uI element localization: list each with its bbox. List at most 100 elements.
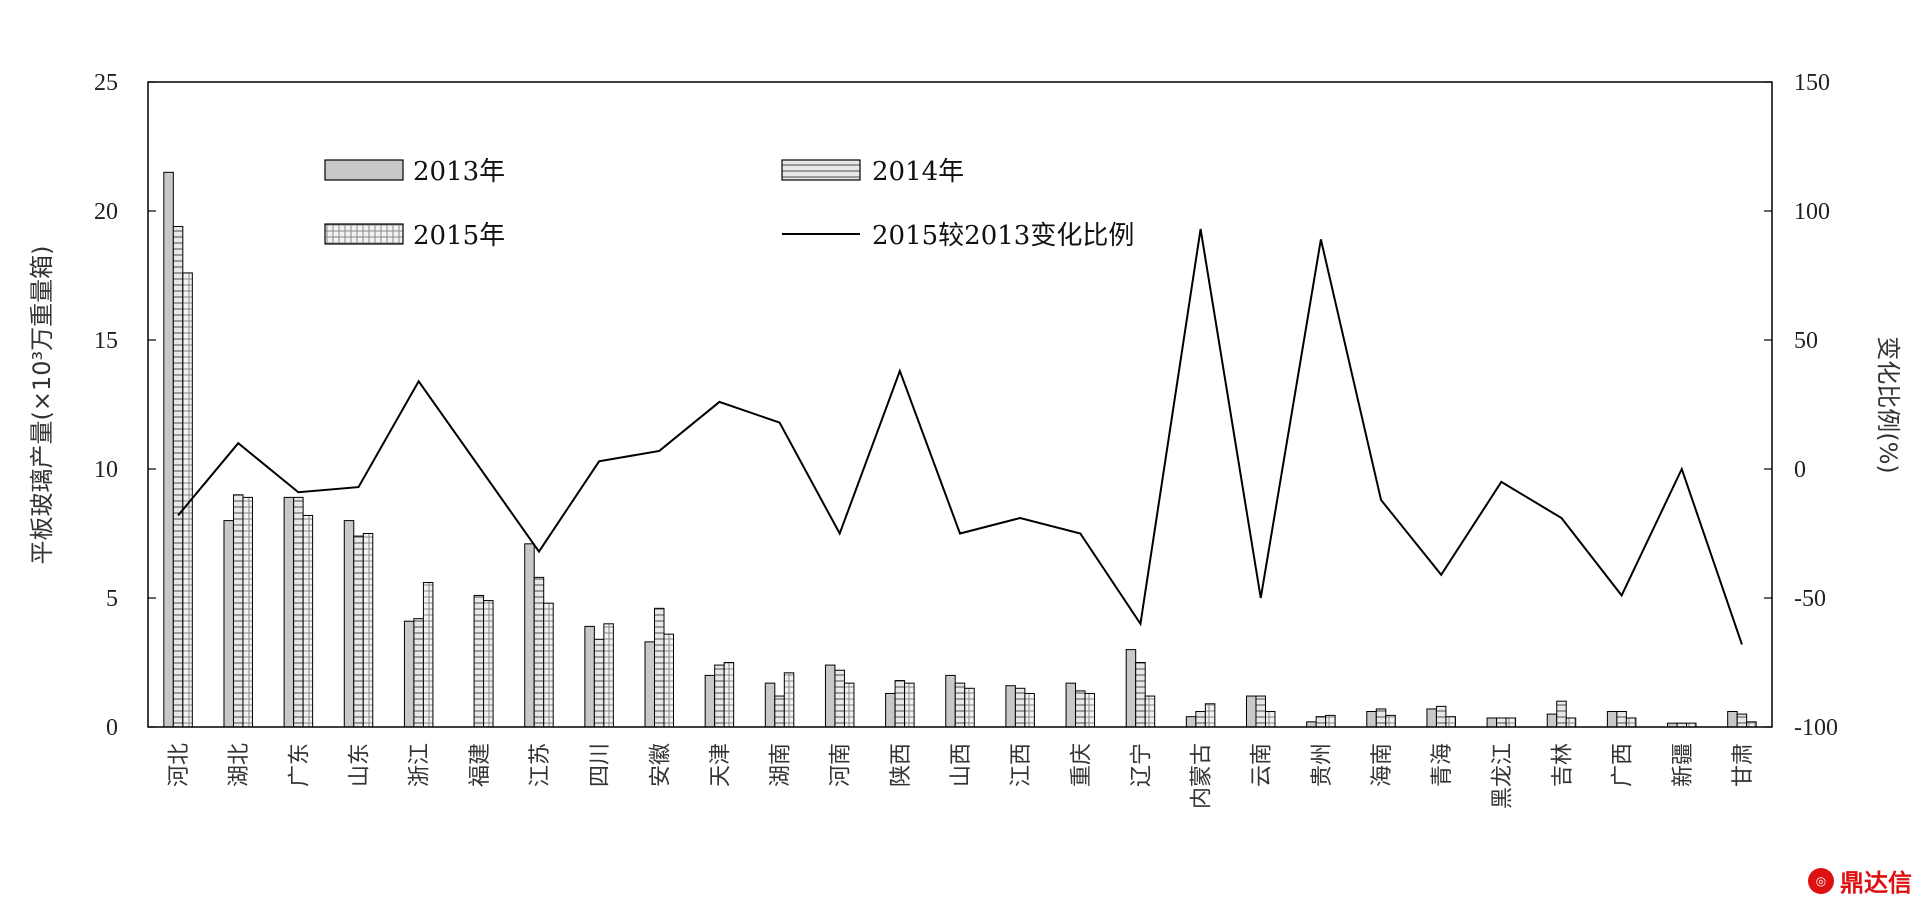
- y-axis-title-left: 平板玻璃产量(×10³万重量箱): [28, 246, 56, 565]
- bar-2015-2: [302, 514, 314, 728]
- bar-2015-6: [543, 602, 554, 728]
- category-label: 安徽: [648, 743, 673, 787]
- bar-2015-15: [1084, 692, 1096, 728]
- bar-2015-7: [603, 623, 614, 728]
- left-tick-label: 15: [94, 328, 118, 354]
- legend-label-change: 2015较2013变化比例: [872, 221, 1134, 251]
- watermark-text: 鼎达信: [1840, 869, 1912, 897]
- bar-2014-10: [774, 695, 785, 728]
- bar-2014-20: [1375, 708, 1387, 728]
- bar-2013-0: [163, 171, 174, 728]
- category-label: 四川: [588, 743, 613, 787]
- bar-2013-22: [1486, 717, 1498, 728]
- category-label: 贵州: [1310, 743, 1335, 787]
- bar-2015-24: [1625, 717, 1637, 728]
- bar-2015-11: [843, 682, 855, 728]
- right-tick-label: 150: [1794, 70, 1830, 96]
- bar-2013-10: [764, 682, 776, 728]
- bar-2014-26: [1736, 713, 1748, 728]
- bar-2013-9: [704, 674, 716, 728]
- bar-2014-5: [473, 594, 485, 728]
- category-label: 福建: [468, 743, 493, 787]
- left-tick-label: 20: [94, 199, 118, 225]
- bar-2014-21: [1435, 705, 1447, 728]
- left-tick-label: 10: [94, 457, 118, 483]
- bar-2013-6: [524, 543, 535, 728]
- bar-2013-12: [885, 692, 896, 728]
- bar-2013-1: [223, 520, 234, 728]
- category-label: 黑龙江: [1490, 743, 1515, 809]
- bar-2015-12: [904, 682, 915, 728]
- bar-2013-20: [1366, 711, 1377, 728]
- bar-2013-14: [1005, 685, 1016, 728]
- bar-2014-0: [172, 225, 184, 728]
- bar-2013-21: [1426, 708, 1437, 728]
- bar-2015-18: [1264, 711, 1276, 728]
- bar-2013-24: [1606, 711, 1618, 728]
- bar-2014-14: [1014, 687, 1026, 728]
- category-label: 云南: [1250, 743, 1275, 787]
- right-tick-label: 100: [1794, 199, 1830, 225]
- ticks-layer: 0 5 10 15 20 25 -100 -50 0 50 100 150: [94, 70, 1838, 741]
- bar-2014-16: [1135, 662, 1146, 728]
- right-tick-label: -50: [1794, 586, 1826, 612]
- category-label: 浙江: [408, 743, 433, 787]
- bar-2015-8: [663, 633, 675, 728]
- category-label: 山西: [949, 743, 974, 787]
- y-axis-title-right: 变化比例(%): [1874, 336, 1902, 474]
- bar-2014-18: [1255, 695, 1266, 728]
- category-label: 吉林: [1550, 743, 1575, 787]
- category-label: 广东: [287, 743, 312, 787]
- bar-2013-8: [644, 641, 656, 728]
- left-tick-label: 25: [94, 70, 118, 96]
- category-label: 青海: [1430, 743, 1455, 787]
- left-tick-label: 5: [106, 586, 118, 612]
- bar-2014-23: [1556, 700, 1567, 728]
- category-label: 湖南: [769, 743, 794, 787]
- bar-2014-4: [413, 618, 424, 728]
- bar-2015-1: [242, 496, 253, 728]
- legend-label-2014: 2014年: [872, 157, 964, 187]
- category-label: 河南: [829, 743, 854, 787]
- category-label: 新疆: [1671, 743, 1696, 787]
- bar-2015-10: [783, 672, 795, 728]
- category-label: 山东: [348, 743, 373, 787]
- dingdaxin-logo-icon: ◎: [1808, 867, 1834, 894]
- legend-label-2015: 2015年: [413, 221, 505, 251]
- plot-frame: [147, 81, 1773, 728]
- bar-2015-19: [1325, 714, 1336, 728]
- bar-2014-11: [834, 669, 845, 728]
- category-label: 内蒙古: [1190, 743, 1215, 809]
- category-labels: 河北 湖北 广东 山东 浙江 福建 江苏 四川 安徽 天津 湖南 河南 陕西 山西 江西 重庆 辽宁 内蒙古 云南贵…: [167, 743, 1756, 809]
- bar-2015-20: [1385, 714, 1396, 728]
- category-label: 江苏: [528, 743, 553, 787]
- bar-2014-6: [533, 576, 545, 728]
- legend-swatch-2015: [324, 223, 404, 245]
- bar-2014-9: [714, 664, 725, 728]
- bar-2013-23: [1546, 713, 1558, 728]
- category-label: 陕西: [889, 743, 914, 787]
- legend-swatch-2013: [324, 159, 404, 181]
- right-tick-label: 0: [1794, 457, 1806, 483]
- bar-2015-22: [1505, 717, 1517, 728]
- bar-2015-13: [964, 687, 975, 728]
- bar-2013-17: [1185, 716, 1197, 728]
- category-label: 河北: [167, 743, 192, 787]
- right-tick-label: -100: [1794, 715, 1838, 741]
- category-label: 湖北: [227, 743, 252, 787]
- bar-2013-26: [1727, 711, 1738, 728]
- watermark: ◎ 鼎达信: [1808, 863, 1912, 898]
- bar-2013-19: [1306, 721, 1317, 728]
- category-label: 海南: [1370, 743, 1395, 787]
- bar-2015-21: [1445, 716, 1456, 728]
- right-tick-label: 50: [1794, 328, 1818, 354]
- bar-2013-7: [584, 625, 595, 728]
- bar-2013-15: [1065, 682, 1077, 728]
- bar-2013-18: [1245, 695, 1257, 728]
- bar-2013-3: [343, 520, 355, 728]
- bar-2014-2: [293, 496, 304, 728]
- bar-2014-8: [654, 607, 665, 728]
- bar-2014-17: [1195, 711, 1206, 728]
- legend: 2013年 2014年 2015年 2015较2013变化比例: [324, 157, 1134, 251]
